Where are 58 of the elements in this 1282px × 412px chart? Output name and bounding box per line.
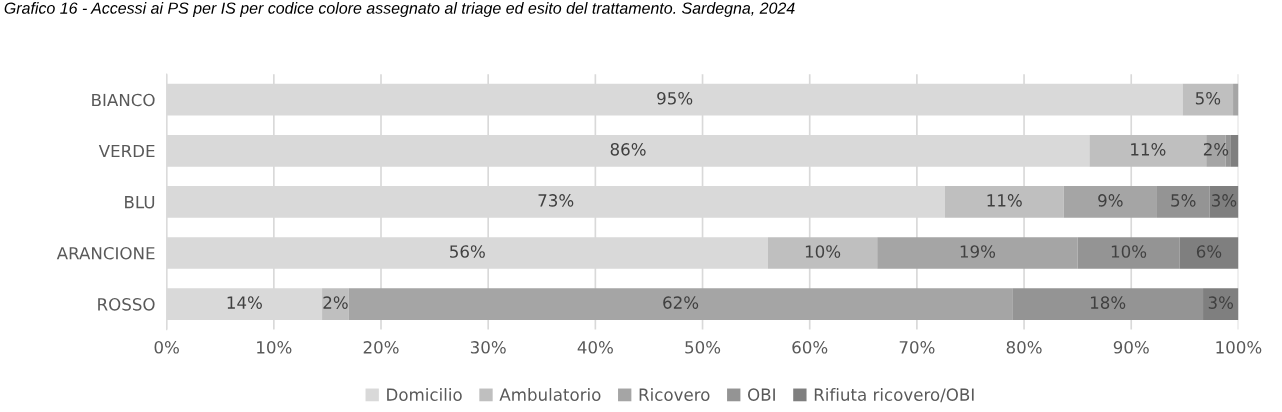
bar xyxy=(1206,134,1226,167)
x-tick-label: 90% xyxy=(1113,341,1149,354)
x-tick-label: 10% xyxy=(257,341,292,354)
legend-label: Ricovero xyxy=(639,388,710,401)
bar xyxy=(1182,83,1234,116)
data-label: 95% xyxy=(657,91,693,105)
data-label: 86% xyxy=(610,143,646,156)
x-tick-label: 60% xyxy=(792,341,828,354)
bar xyxy=(1156,186,1210,218)
data-label: 6% xyxy=(1196,245,1222,258)
data-label: 19% xyxy=(960,245,996,258)
y-tick-label: VERDE xyxy=(98,144,155,158)
x-tick-label: 50% xyxy=(685,341,721,354)
data-label: 10% xyxy=(1111,245,1147,258)
data-label: 11% xyxy=(1131,143,1166,156)
bar xyxy=(1077,237,1180,269)
data-label: 62% xyxy=(663,296,699,309)
bar xyxy=(1230,134,1239,167)
y-tick-label: ROSSO xyxy=(98,298,155,311)
x-tick-label: 0% xyxy=(154,341,179,354)
x-tick-label: 30% xyxy=(470,341,506,354)
y-tick-label: BIANCO xyxy=(92,93,155,107)
x-tick-label: 70% xyxy=(899,341,935,354)
data-label: 10% xyxy=(805,245,841,258)
data-label: 18% xyxy=(1090,296,1126,309)
bar xyxy=(1203,288,1239,320)
data-label: 5% xyxy=(1195,91,1221,105)
data-label: 11% xyxy=(987,194,1022,207)
data-label: 3% xyxy=(1208,296,1234,309)
y-tick-label: BLU xyxy=(125,196,155,209)
bar xyxy=(348,288,1013,320)
x-tick-label: 100% xyxy=(1216,341,1262,354)
data-label: 14% xyxy=(227,296,262,309)
legend-label: Domicilio xyxy=(387,388,462,401)
bar xyxy=(1063,186,1157,218)
data-label: 3% xyxy=(1211,194,1237,207)
data-label: 56% xyxy=(450,245,485,258)
data-label: 5% xyxy=(1171,194,1196,207)
bar xyxy=(1012,288,1204,320)
data-label: 9% xyxy=(1098,194,1123,207)
x-tick-label: 80% xyxy=(1006,341,1042,354)
x-tick-label: 20% xyxy=(363,341,399,354)
data-label: 2% xyxy=(323,296,348,309)
bar xyxy=(877,237,1078,269)
y-tick-label: ARANCIONE xyxy=(56,246,155,260)
bar xyxy=(322,288,349,320)
bar xyxy=(1233,83,1239,116)
legend-label: Rifiuta ricovero/OBI xyxy=(814,388,974,403)
bar xyxy=(1179,237,1239,269)
data-label: 73% xyxy=(538,194,574,207)
bar xyxy=(1209,186,1239,218)
chart-title: Grafico 16 - Accessi ai PS per IS per codice colore assegnato al triage ed esito del trattamento. Sardegna, 2024 xyxy=(4,2,795,17)
legend-label: Ambulatorio xyxy=(499,388,601,401)
legend-label: OBI xyxy=(748,388,775,401)
x-tick-label: 40% xyxy=(577,341,613,354)
bar xyxy=(767,237,878,269)
bar xyxy=(944,186,1064,218)
data-label: 2% xyxy=(1203,143,1229,156)
